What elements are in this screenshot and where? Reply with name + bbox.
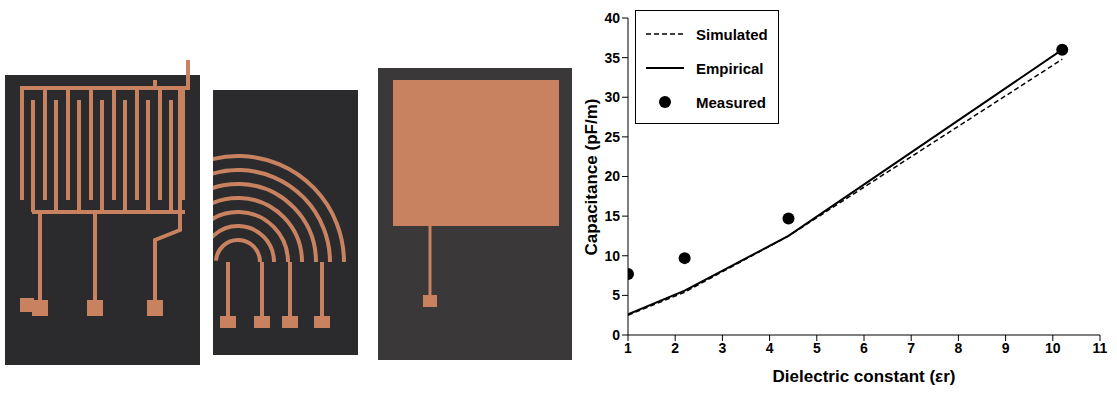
svg-text:2: 2 [671, 340, 679, 356]
svg-text:3: 3 [719, 340, 727, 356]
svg-text:8: 8 [955, 340, 963, 356]
svg-text:0: 0 [612, 327, 620, 343]
svg-text:11: 11 [1093, 340, 1108, 356]
svg-text:6: 6 [860, 340, 868, 356]
svg-text:30: 30 [604, 89, 620, 105]
svg-text:9: 9 [1002, 340, 1010, 356]
svg-text:1: 1 [624, 340, 632, 356]
svg-text:5: 5 [612, 287, 620, 303]
html-text:Empirical: Empirical [696, 59, 764, 77]
svg-text:15: 15 [604, 208, 620, 224]
html-text:Dielectric constant (εr): Dielectric constant (εr) [772, 367, 956, 386]
svg-text:35: 35 [604, 50, 620, 66]
svg-text:20: 20 [604, 168, 620, 184]
svg-text:25: 25 [604, 129, 620, 145]
html-text:Capacitance (pF/m): Capacitance (pF/m) [582, 98, 601, 255]
svg-text:7: 7 [907, 340, 915, 356]
svg-text:5: 5 [813, 340, 821, 356]
svg-text:10: 10 [1045, 340, 1061, 356]
html-text:Measured: Measured [696, 93, 766, 111]
svg-text:4: 4 [766, 340, 774, 356]
html-text:Simulated: Simulated [696, 25, 768, 43]
svg-text:40: 40 [604, 10, 620, 26]
svg-text:10: 10 [604, 248, 620, 264]
